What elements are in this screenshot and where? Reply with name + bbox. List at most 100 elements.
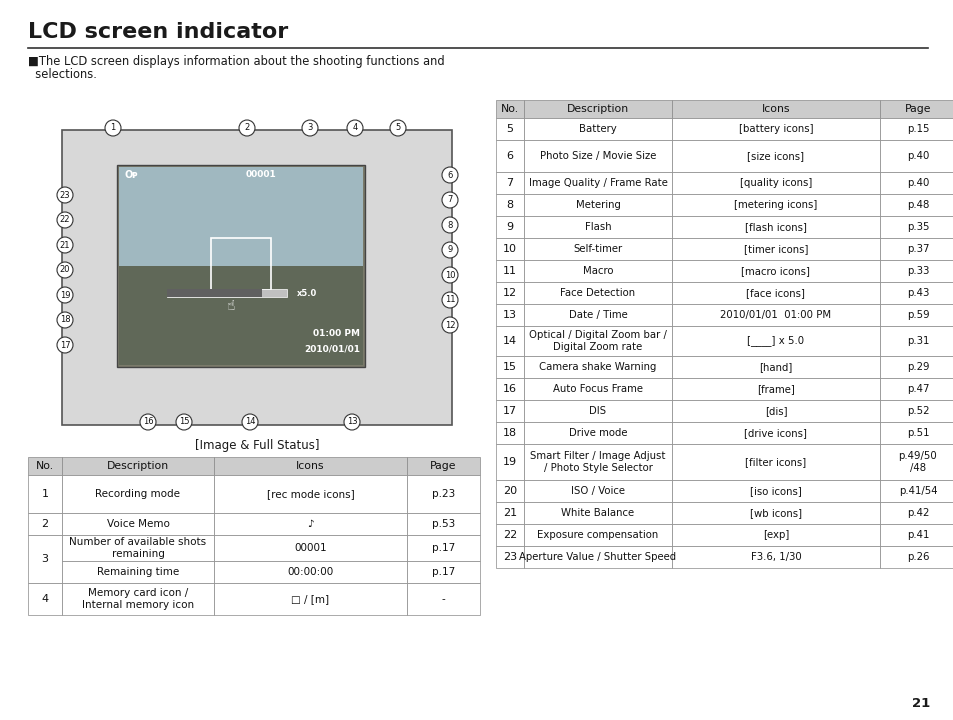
Circle shape: [390, 120, 406, 136]
Bar: [523, 304, 671, 326]
Bar: [671, 118, 879, 140]
Text: 11: 11: [444, 295, 455, 305]
Text: Camera shake Warning: Camera shake Warning: [538, 362, 656, 372]
Bar: [879, 502, 953, 524]
Bar: [523, 100, 671, 118]
Text: p.47: p.47: [905, 384, 928, 394]
Bar: [523, 238, 671, 260]
Bar: [879, 546, 953, 568]
Bar: [496, 400, 523, 422]
Text: 2010/01/01: 2010/01/01: [304, 345, 359, 354]
Text: 21: 21: [911, 697, 929, 710]
Circle shape: [239, 120, 254, 136]
Bar: [407, 457, 479, 475]
Text: Aperture Value / Shutter Speed: Aperture Value / Shutter Speed: [518, 552, 676, 562]
Text: 14: 14: [245, 418, 255, 426]
Text: Number of available shots
remaining: Number of available shots remaining: [70, 537, 207, 559]
Circle shape: [441, 192, 457, 208]
Bar: [671, 282, 879, 304]
Text: 3: 3: [42, 554, 49, 564]
Text: 00001: 00001: [245, 170, 276, 179]
Text: Battery: Battery: [578, 124, 617, 134]
Bar: [523, 444, 671, 480]
Circle shape: [344, 414, 359, 430]
Text: Face Detection: Face Detection: [559, 288, 635, 298]
Bar: [879, 194, 953, 216]
Bar: [523, 326, 671, 356]
Bar: [407, 535, 479, 561]
Circle shape: [441, 267, 457, 283]
Circle shape: [175, 414, 192, 430]
Bar: [879, 400, 953, 422]
Bar: [496, 304, 523, 326]
Text: Macro: Macro: [582, 266, 613, 276]
Text: DIS: DIS: [589, 406, 606, 416]
Text: 19: 19: [502, 457, 517, 467]
Text: p.31: p.31: [906, 336, 928, 346]
Text: Voice Memo: Voice Memo: [107, 519, 170, 529]
Text: p.41: p.41: [906, 530, 928, 540]
Bar: [523, 140, 671, 172]
Text: 9: 9: [506, 222, 513, 232]
Text: Metering: Metering: [575, 200, 619, 210]
Bar: [213, 475, 407, 513]
Bar: [523, 400, 671, 422]
Bar: [213, 561, 407, 583]
Text: 1: 1: [42, 489, 49, 499]
Bar: [62, 475, 213, 513]
Text: Icons: Icons: [760, 104, 789, 114]
Bar: [62, 130, 452, 425]
Text: [macro icons]: [macro icons]: [740, 266, 810, 276]
Bar: [213, 457, 407, 475]
Text: [iso icons]: [iso icons]: [749, 486, 801, 496]
Bar: [523, 194, 671, 216]
Bar: [879, 524, 953, 546]
Text: Date / Time: Date / Time: [568, 310, 627, 320]
Text: 19: 19: [60, 290, 71, 300]
Bar: [28, 457, 62, 475]
Text: 7: 7: [506, 178, 513, 188]
Text: 9: 9: [447, 246, 452, 254]
Text: -: -: [441, 594, 445, 604]
Bar: [523, 546, 671, 568]
Circle shape: [57, 187, 73, 203]
Text: Smart Filter / Image Adjust
/ Photo Style Selector: Smart Filter / Image Adjust / Photo Styl…: [530, 451, 665, 473]
Text: [____] x 5.0: [____] x 5.0: [746, 336, 803, 346]
Bar: [213, 535, 407, 561]
Text: p.40: p.40: [906, 151, 928, 161]
Bar: [671, 326, 879, 356]
Bar: [671, 524, 879, 546]
Circle shape: [302, 120, 317, 136]
Text: 20: 20: [60, 266, 71, 274]
Bar: [62, 457, 213, 475]
Text: Flash: Flash: [584, 222, 611, 232]
Circle shape: [57, 337, 73, 353]
Bar: [117, 165, 365, 367]
Circle shape: [57, 262, 73, 278]
Text: ♪: ♪: [307, 519, 314, 529]
Text: 17: 17: [502, 406, 517, 416]
Bar: [213, 513, 407, 535]
Circle shape: [441, 292, 457, 308]
Text: 5: 5: [506, 124, 513, 134]
Bar: [671, 100, 879, 118]
Text: 21: 21: [502, 508, 517, 518]
Text: No.: No.: [500, 104, 518, 114]
Circle shape: [441, 167, 457, 183]
Bar: [523, 118, 671, 140]
Bar: [879, 480, 953, 502]
Text: Photo Size / Movie Size: Photo Size / Movie Size: [539, 151, 656, 161]
Bar: [879, 444, 953, 480]
Bar: [879, 356, 953, 378]
Bar: [496, 238, 523, 260]
Circle shape: [57, 237, 73, 253]
Text: p.40: p.40: [906, 178, 928, 188]
Bar: [879, 216, 953, 238]
Bar: [496, 216, 523, 238]
Bar: [671, 194, 879, 216]
Bar: [496, 502, 523, 524]
Bar: [407, 475, 479, 513]
Text: Description: Description: [107, 461, 169, 471]
Text: p.41/54: p.41/54: [898, 486, 937, 496]
Text: 21: 21: [60, 240, 71, 250]
